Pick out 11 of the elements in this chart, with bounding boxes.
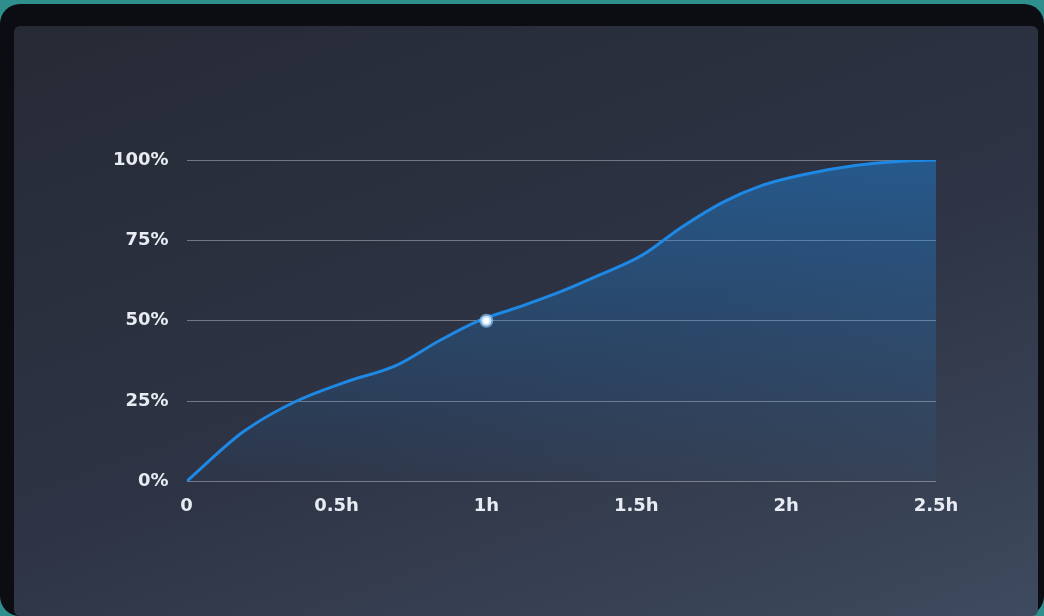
x-tick-label: 2.5h [913, 493, 959, 515]
x-tick-label: 0.5h [314, 493, 359, 515]
x-tick-label: 1.5h [613, 493, 659, 515]
x-tick-label: 2h [773, 493, 799, 515]
y-tick-label: 100% [113, 147, 169, 169]
y-tick-label: 25% [125, 388, 169, 410]
y-tick-label: 0% [138, 469, 169, 491]
y-tick-label: 50% [125, 308, 169, 330]
x-tick-label: 1h [473, 493, 500, 515]
y-tick-label: 75% [125, 228, 169, 250]
x-tick-label: 0 [180, 493, 193, 515]
